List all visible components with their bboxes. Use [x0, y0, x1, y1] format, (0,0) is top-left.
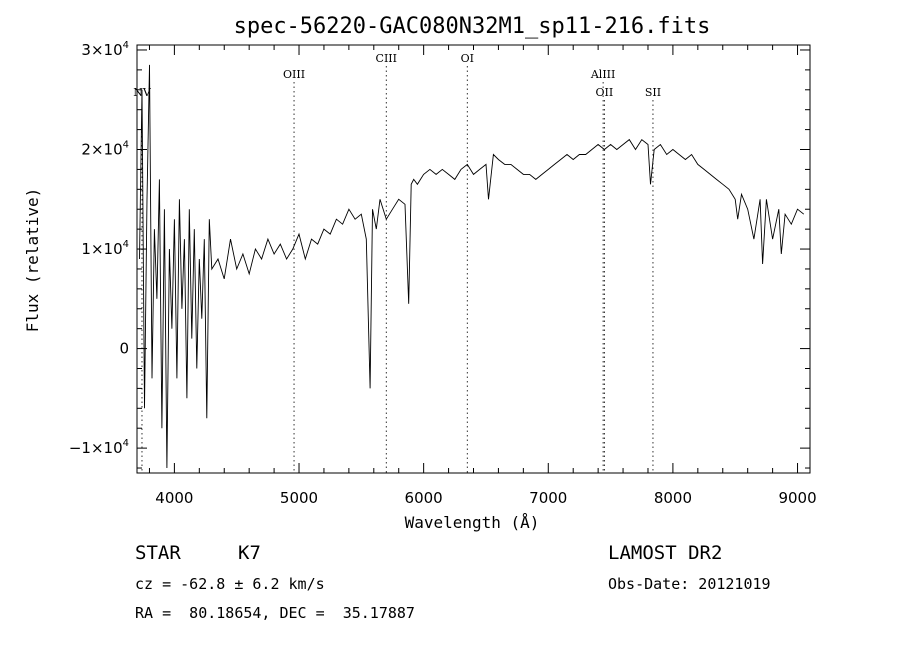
- object-class: STAR: [135, 542, 181, 564]
- emission-lines: NV OIII CIII OI AlIII OII SII: [133, 52, 661, 473]
- line-label-sii: SII: [645, 86, 661, 99]
- line-label-ciii: CIII: [376, 52, 397, 65]
- y-tick-exponent: 4: [123, 438, 129, 449]
- chart-title: spec-56220-GAC080N32M1_sp11-216.fits: [234, 14, 711, 39]
- y-axis-label: Flux (relative): [23, 188, 42, 333]
- line-label-oiii: OIII: [283, 68, 305, 81]
- y-tick-exponent: 4: [123, 140, 129, 151]
- line-label-oii: OII: [596, 86, 614, 99]
- y-tick-base: 3×10: [81, 41, 122, 59]
- y-tick-label: 0: [119, 340, 129, 358]
- survey-name: LAMOST DR2: [608, 542, 723, 564]
- coordinates-text: RA = 80.18654, DEC = 35.17887: [135, 604, 415, 622]
- x-tick-label: 5000: [280, 489, 318, 507]
- line-label-nv: NV: [133, 86, 152, 99]
- y-tick-label: 1×104: [81, 239, 129, 258]
- y-tick-label: −1×104: [69, 438, 129, 457]
- line-label-aliii: AlIII: [590, 68, 616, 81]
- y-tick-label: 3×104: [81, 40, 129, 59]
- y-tick-label: 2×104: [81, 140, 129, 159]
- x-tick-label: 9000: [778, 489, 816, 507]
- y-tick-base: 0: [119, 340, 129, 358]
- plot-frame: [136, 44, 811, 474]
- y-tick-base: 2×10: [81, 141, 122, 159]
- x-tick-label: 8000: [654, 489, 692, 507]
- object-subclass: K7: [238, 542, 261, 564]
- y-tick-base: −1×10: [69, 439, 123, 457]
- y-tick-exponent: 4: [123, 40, 129, 51]
- line-label-oi: OI: [461, 52, 474, 65]
- x-axis: 4000 5000 6000 7000 8000 9000: [148, 45, 817, 507]
- spectrum-line: [139, 64, 805, 469]
- y-tick-base: 1×10: [81, 240, 122, 258]
- x-tick-label: 7000: [529, 489, 567, 507]
- x-tick-label: 4000: [155, 489, 193, 507]
- x-tick-label: 6000: [405, 489, 443, 507]
- x-axis-label: Wavelength (Å): [405, 513, 540, 532]
- observation-date: Obs-Date: 20121019: [608, 575, 771, 593]
- y-tick-exponent: 4: [123, 239, 129, 250]
- redshift-text: cz = -62.8 ± 6.2 km/s: [135, 575, 325, 593]
